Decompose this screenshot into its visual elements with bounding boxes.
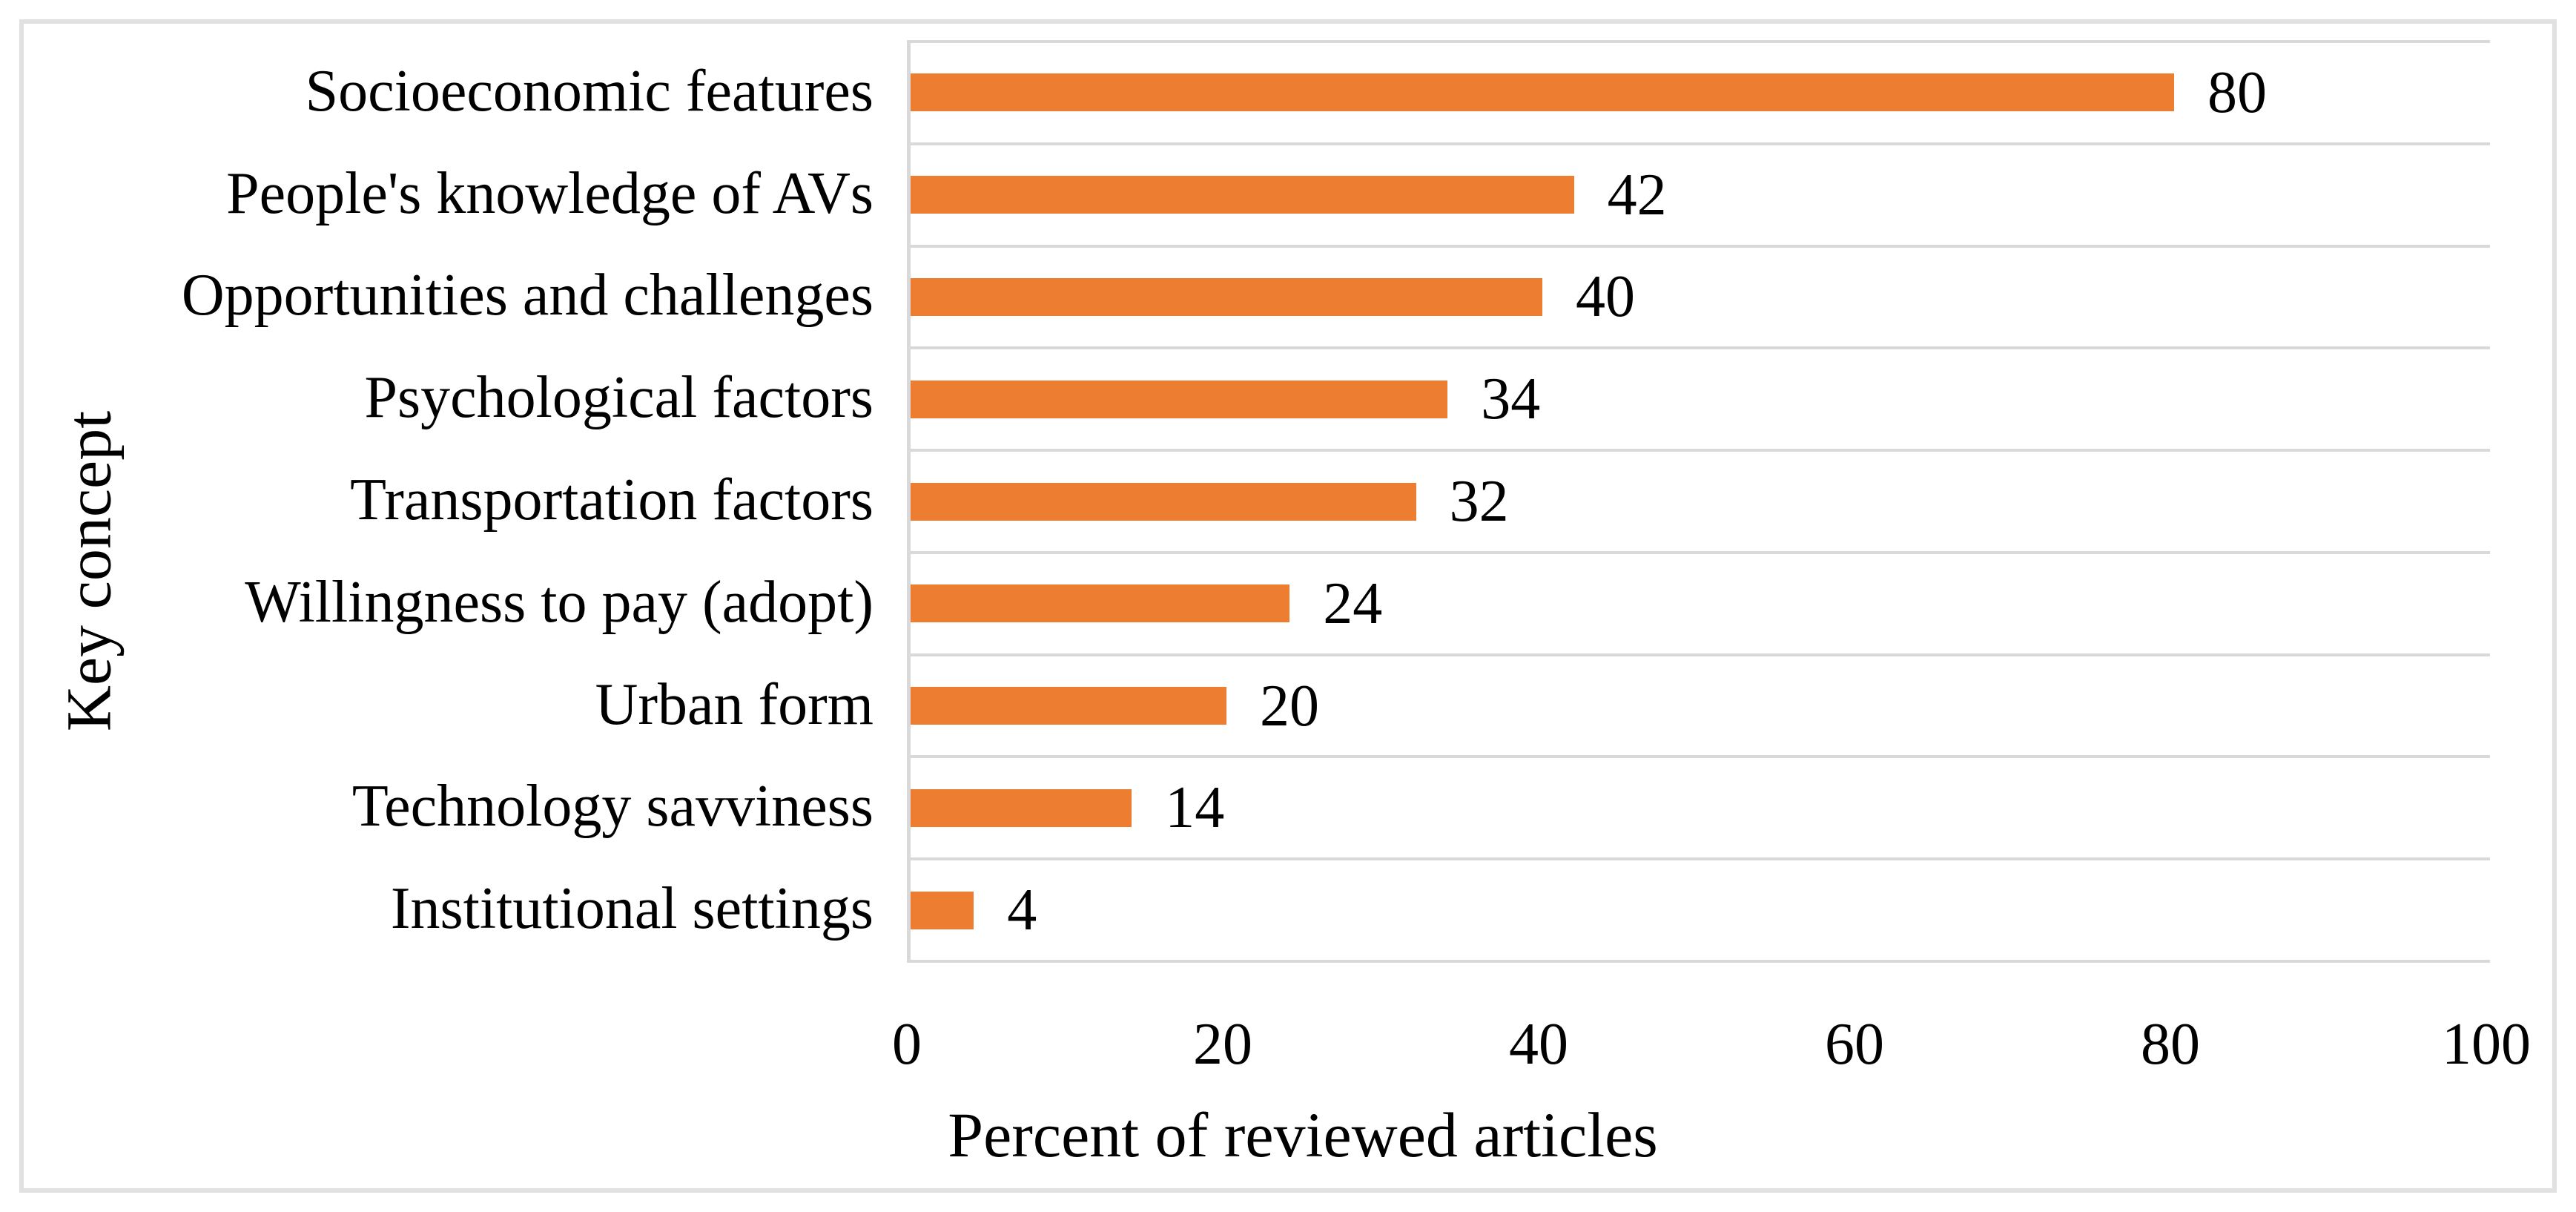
category-axis-labels: Socioeconomic features People's knowledge… (0, 40, 873, 960)
bar-value-label: 40 (1576, 264, 1635, 330)
category-label: Psychological factors (364, 365, 873, 431)
bar (911, 482, 1416, 521)
bar-band: 42 (911, 142, 2490, 245)
x-tick-label: 60 (1825, 1012, 1884, 1077)
bar-band: 14 (911, 755, 2490, 857)
bar-value-label: 4 (1007, 877, 1037, 943)
bar-band: 24 (911, 550, 2490, 653)
x-tick-label: 80 (2141, 1012, 2200, 1077)
bar-value-label: 32 (1449, 469, 1509, 535)
category-label: Technology savviness (351, 774, 873, 840)
bar (911, 73, 2174, 112)
x-axis-tick-labels: 0 20 40 60 80 100 (0, 1007, 2576, 1081)
x-tick-label: 0 (892, 1012, 922, 1077)
bar-value-label: 80 (2207, 59, 2267, 125)
bar-value-label: 14 (1165, 775, 1225, 841)
bar-band: 20 (911, 653, 2490, 756)
bar (911, 176, 1574, 214)
figure-border (19, 19, 2557, 1193)
bar-band: 4 (911, 857, 2490, 960)
bar-value-label: 34 (1481, 366, 1541, 432)
bar-value-label: 42 (1607, 162, 1667, 228)
bar-band: 32 (911, 449, 2490, 551)
category-label: Willingness to pay (adopt) (245, 569, 873, 635)
bar (911, 277, 1542, 316)
x-tick-label: 40 (1509, 1012, 1568, 1077)
bar-value-label: 24 (1323, 570, 1383, 636)
bar-band: 80 (911, 40, 2490, 142)
bar-value-label: 20 (1260, 673, 1319, 739)
category-label: Transportation factors (350, 467, 873, 533)
category-label: People's knowledge of AVs (226, 160, 873, 226)
bar (911, 788, 1132, 827)
category-label: Opportunities and challenges (181, 263, 873, 329)
bar (911, 584, 1290, 623)
x-tick-label: 100 (2442, 1012, 2531, 1077)
x-axis-title: Percent of reviewed articles (948, 1099, 1658, 1170)
plot-area: 80 42 40 34 32 24 20 14 4 (907, 40, 2490, 963)
bar (911, 380, 1448, 418)
category-label: Urban form (595, 671, 873, 737)
x-tick-label: 20 (1193, 1012, 1252, 1077)
bar (911, 891, 974, 929)
bar-band: 40 (911, 244, 2490, 347)
bar-band: 34 (911, 346, 2490, 449)
category-label: Institutional settings (390, 876, 873, 942)
category-label: Socioeconomic features (305, 58, 873, 124)
bar (911, 687, 1226, 725)
